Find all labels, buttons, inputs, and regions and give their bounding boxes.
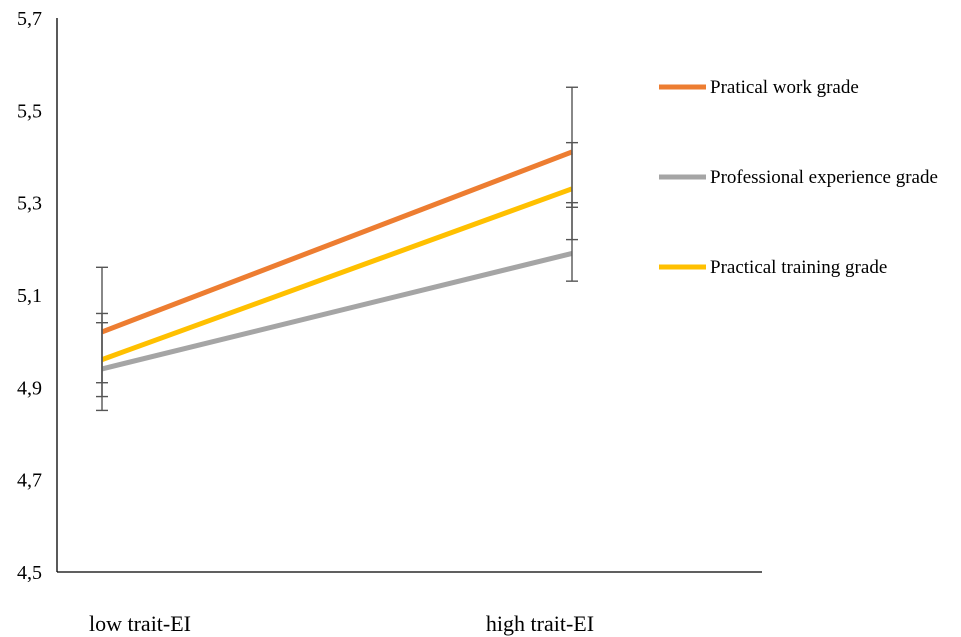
legend-item: Professional experience grade [659,167,938,188]
legend-item: Practical training grade [659,257,887,278]
y-tick-label: 5,5 [17,100,42,122]
y-tick-label: 4,7 [17,470,42,492]
error-bar [566,141,578,241]
series-line-2 [101,250,573,372]
y-tick-label: 5,1 [17,285,42,307]
error-bars [96,86,578,412]
legend-label: Pratical work grade [710,77,859,98]
legend-item: Pratical work grade [659,77,859,98]
series-lines [101,149,573,372]
error-bar [96,312,108,384]
y-tick-label: 4,9 [17,377,42,399]
y-tick-labels: 4,5 4,7 4,9 5,1 5,3 5,5 5,7 [17,8,42,584]
series-line-1 [101,149,573,335]
axes [56,18,762,573]
x-category-label: low trait-EI [89,611,191,636]
x-category-label: high trait-EI [486,611,594,636]
x-category-labels: low trait-EI high trait-EI [89,611,594,636]
y-tick-label: 5,3 [17,193,42,215]
legend: Pratical work grade Professional experien… [659,77,938,278]
y-tick-label: 5,7 [17,8,42,30]
legend-label: Professional experience grade [710,167,938,188]
series-line-3 [101,186,573,362]
legend-label: Practical training grade [710,257,887,278]
y-tick-label: 4,5 [17,562,42,584]
